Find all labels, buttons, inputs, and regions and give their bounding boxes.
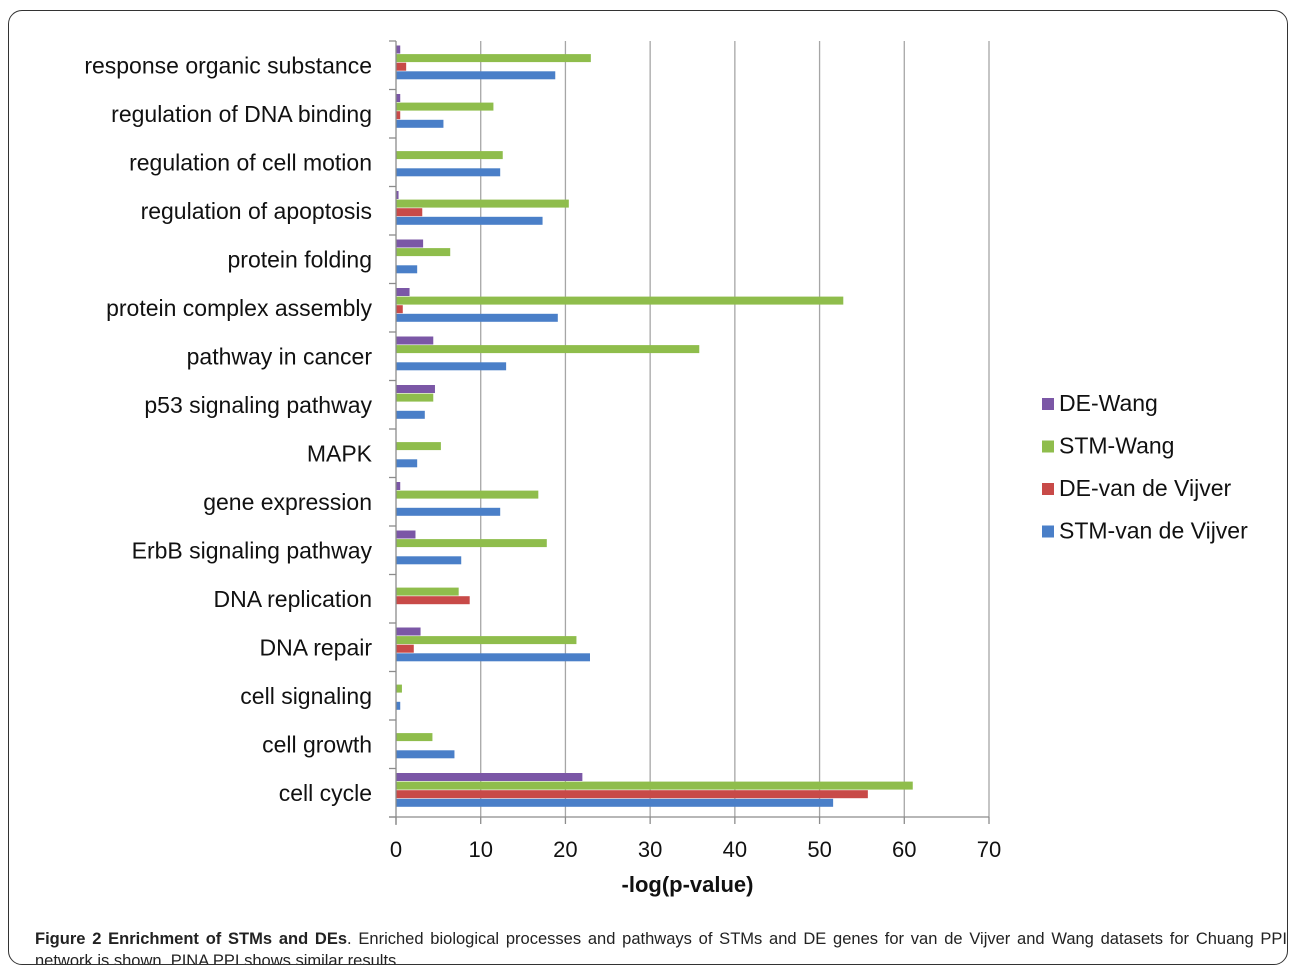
bar [396, 191, 399, 199]
x-tick-label: 50 [807, 837, 831, 862]
bar [396, 385, 435, 393]
figure-caption: Figure 2 Enrichment of STMs and DEs. Enr… [35, 928, 1287, 965]
bar [396, 684, 402, 693]
legend-label: STM-Wang [1059, 433, 1174, 459]
x-tick-label: 30 [638, 837, 662, 862]
bar [396, 556, 462, 565]
bar [396, 701, 401, 710]
figure-frame: response organic substance regulation of … [8, 10, 1288, 965]
bar [396, 111, 401, 120]
category-label: ErbB signaling pathway [132, 537, 373, 563]
x-tick-label: 70 [977, 837, 1001, 862]
bar [396, 336, 434, 345]
bar [396, 773, 583, 781]
category-label: DNA replication [213, 586, 372, 612]
category-label: regulation of apoptosis [141, 198, 372, 224]
bar [396, 653, 590, 662]
bar [396, 587, 459, 596]
legend-label: STM-van de Vijver [1059, 518, 1248, 544]
legend-label: DE-van de Vijver [1059, 475, 1231, 501]
x-tick-label: 40 [723, 837, 747, 862]
category-label: regulation of cell motion [129, 149, 372, 175]
category-label: MAPK [307, 440, 373, 466]
bar [396, 94, 401, 102]
bar [396, 71, 556, 80]
bar [396, 410, 425, 419]
bar [396, 750, 455, 759]
bar [396, 208, 423, 217]
bar [396, 393, 434, 402]
bar [396, 627, 421, 636]
caption-title: Figure 2 Enrichment of STMs and DEs [35, 930, 348, 948]
bar [396, 313, 558, 322]
bar [396, 482, 401, 490]
bar [396, 45, 401, 54]
x-tick-label: 60 [892, 837, 916, 862]
bar [396, 119, 444, 128]
bar [396, 781, 913, 790]
bar [396, 362, 507, 371]
category-label: cell cycle [279, 780, 372, 806]
bar [396, 151, 503, 160]
bar [396, 644, 414, 653]
bar [396, 296, 844, 305]
legend-swatch [1042, 440, 1054, 453]
category-label: response organic substance [84, 52, 372, 78]
bar [396, 265, 418, 274]
x-tick-label: 20 [553, 837, 577, 862]
x-axis-title: -log(p-value) [622, 872, 754, 897]
category-label: gene expression [203, 489, 372, 515]
bar [396, 539, 547, 548]
bar [396, 507, 501, 516]
bar [396, 239, 424, 248]
bar [396, 490, 539, 499]
legend-label: DE-Wang [1059, 390, 1158, 416]
bar [396, 345, 700, 354]
bar [396, 442, 441, 451]
category-label: DNA repair [260, 634, 373, 660]
bar [396, 168, 501, 177]
legend-swatch [1042, 525, 1054, 538]
caption-body: . Enriched biological processes and path… [35, 930, 1287, 965]
category-label: protein complex assembly [106, 295, 372, 321]
bar [396, 530, 416, 539]
bar [396, 199, 569, 208]
bar [396, 216, 543, 225]
bar [396, 305, 403, 314]
bar [396, 596, 470, 605]
bar [396, 459, 418, 468]
category-label: cell signaling [240, 683, 372, 709]
bar [396, 248, 451, 257]
x-tick-label: 10 [468, 837, 492, 862]
category-label: regulation of DNA binding [111, 101, 372, 127]
x-tick-label: 0 [390, 837, 402, 862]
legend-swatch [1042, 398, 1054, 410]
category-label: p53 signaling pathway [144, 392, 372, 418]
category-label: protein folding [228, 246, 373, 272]
bar [396, 102, 494, 111]
bar [396, 288, 410, 296]
legend-swatch [1042, 483, 1054, 495]
bar [396, 798, 834, 807]
bar [396, 790, 868, 799]
bar [396, 54, 591, 63]
bar [396, 62, 407, 71]
category-label: cell growth [262, 731, 372, 757]
bar-chart: response organic substance regulation of … [84, 40, 1248, 897]
bar [396, 636, 577, 645]
bar [396, 733, 433, 742]
category-label: pathway in cancer [187, 343, 373, 369]
